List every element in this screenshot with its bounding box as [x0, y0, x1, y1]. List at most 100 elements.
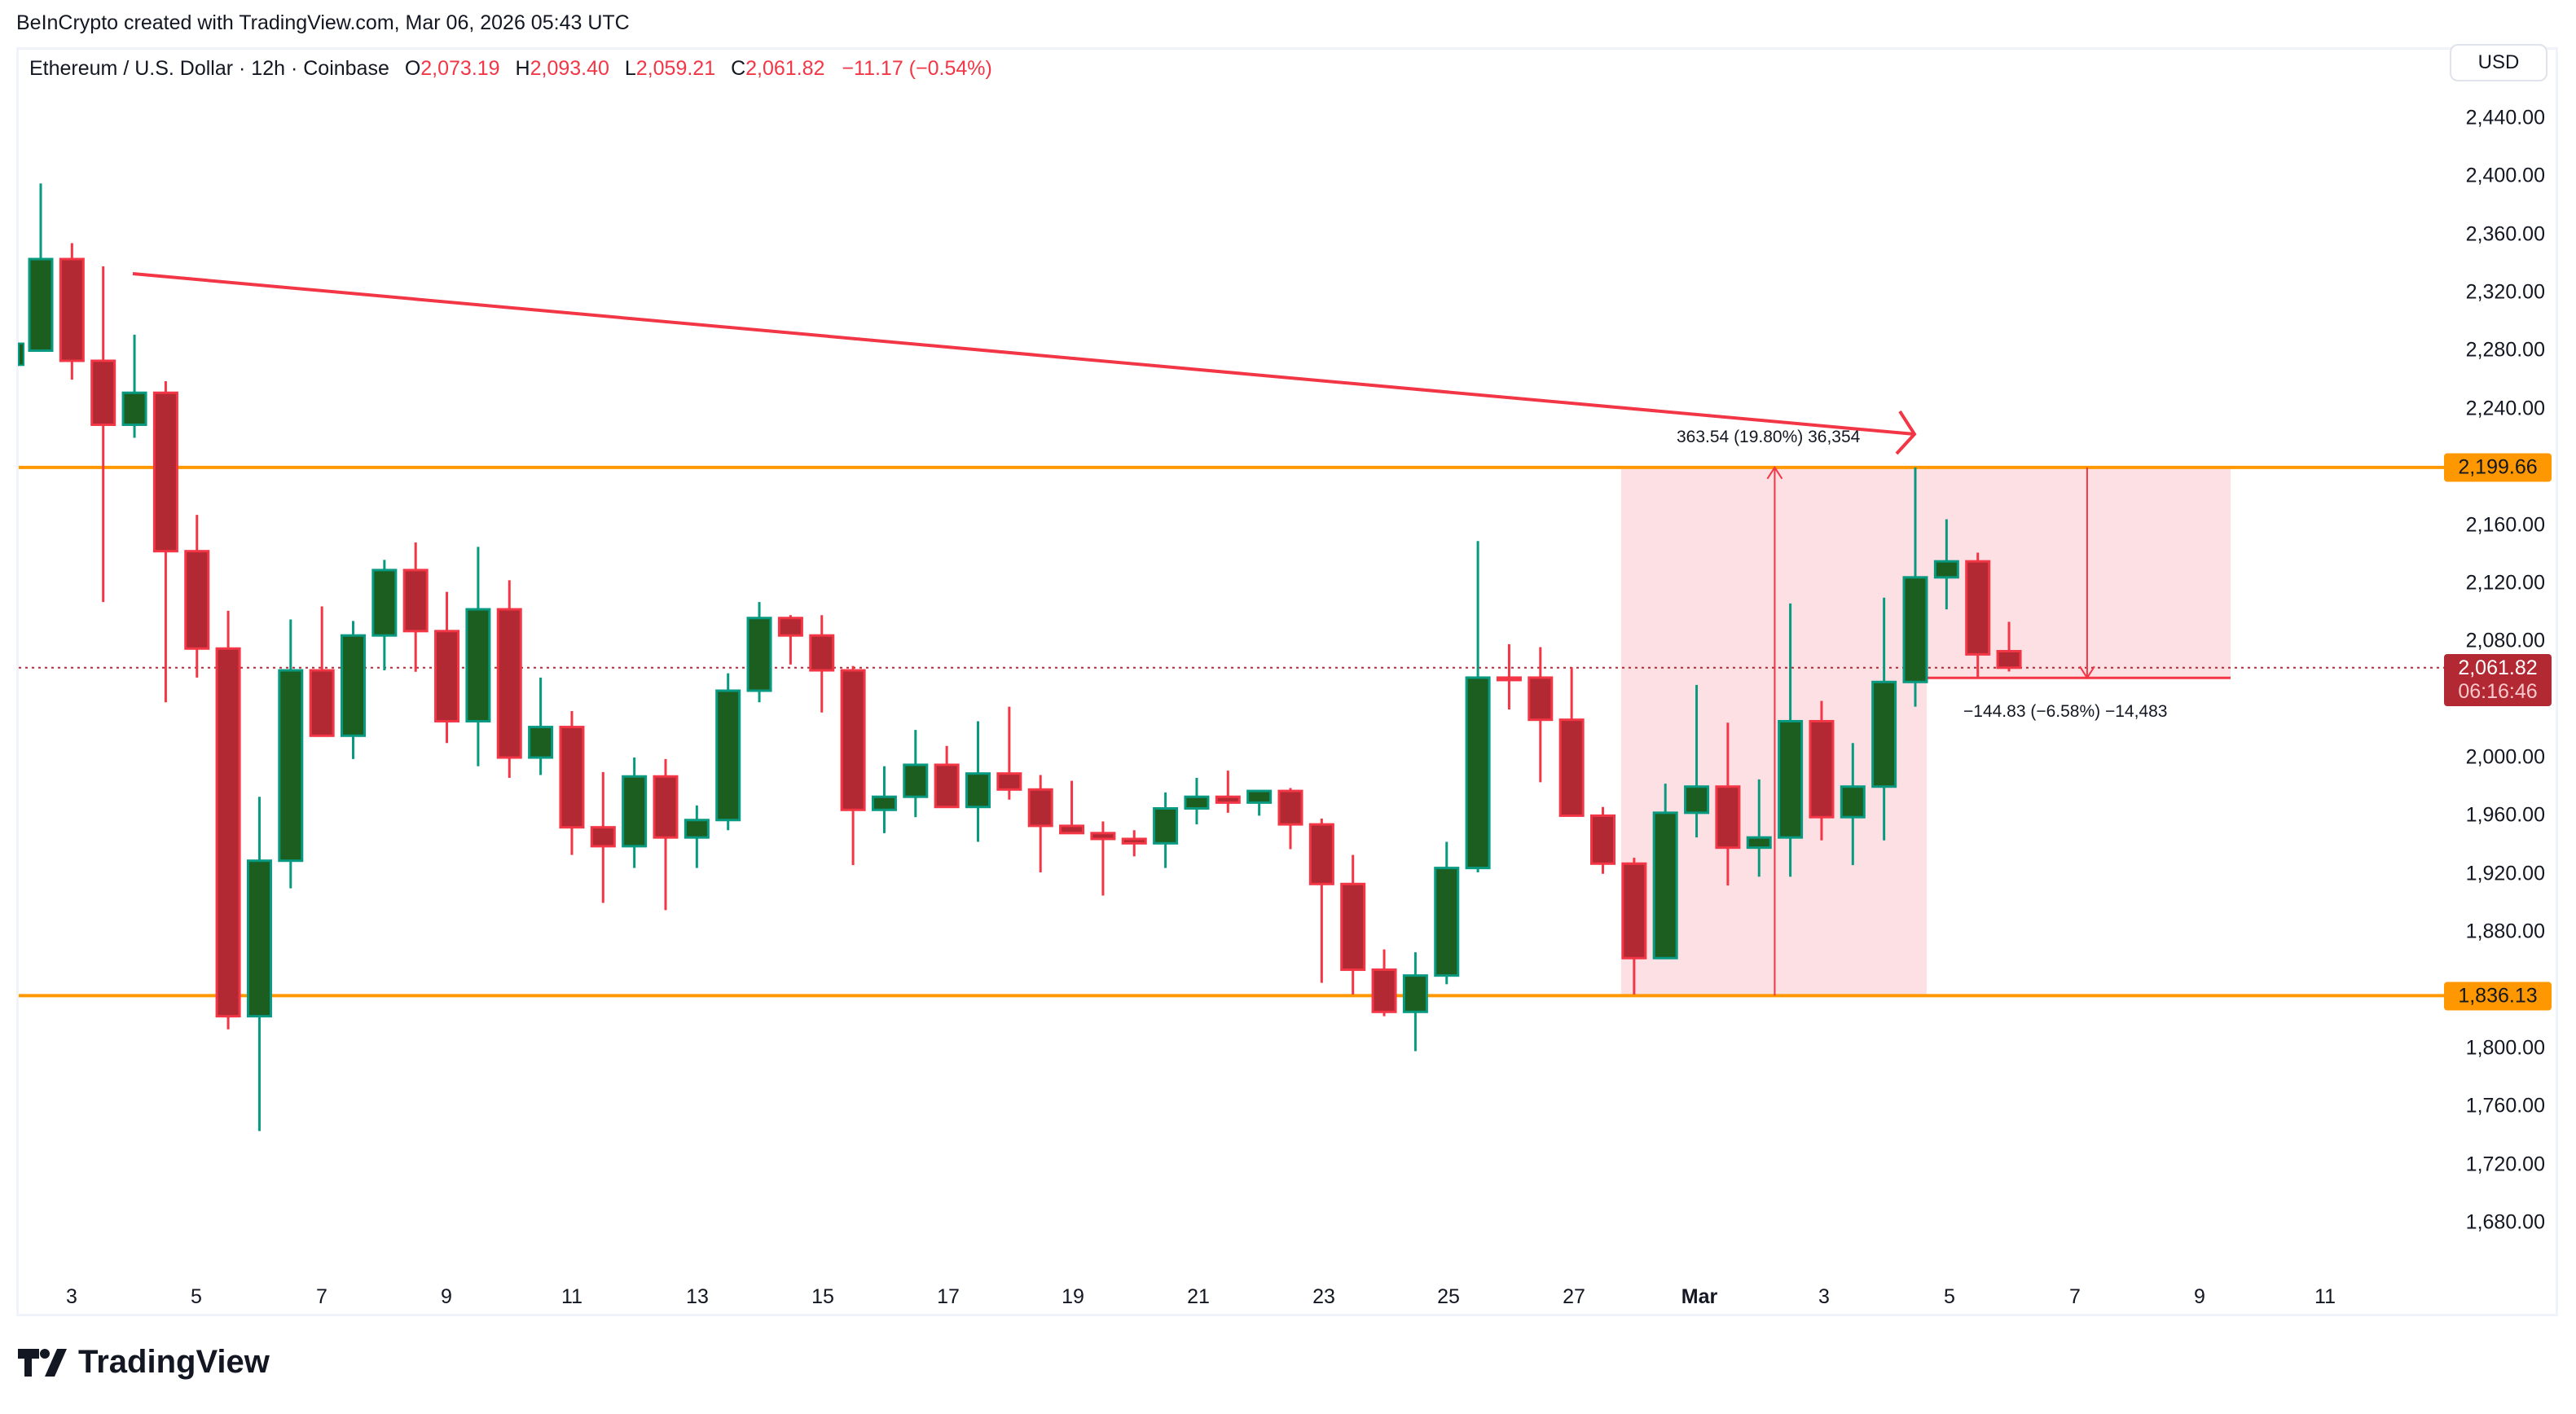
- price-tick-label: 2,000.00: [2465, 745, 2545, 769]
- price-tick-label: 1,800.00: [2465, 1036, 2545, 1060]
- time-tick-label: 25: [1437, 1285, 1460, 1308]
- bullish-candle: [1902, 576, 1928, 683]
- bullish-candle: [1684, 785, 1710, 815]
- time-tick-label: 13: [686, 1285, 709, 1308]
- bearish-candle: [1027, 788, 1053, 828]
- bearish-candle: [590, 826, 616, 848]
- price-tick-label: 1,680.00: [2465, 1210, 2545, 1234]
- bullish-candle: [871, 795, 897, 811]
- bearish-candle: [996, 772, 1022, 791]
- bullish-candle: [465, 608, 491, 722]
- bearish-candle: [1215, 795, 1241, 804]
- bearish-candle: [1715, 785, 1741, 850]
- price-tick-label: 1,880.00: [2465, 920, 2545, 943]
- time-tick-label: Mar: [1681, 1285, 1718, 1308]
- bullish-candle: [528, 726, 554, 759]
- bearish-candle: [152, 391, 178, 553]
- time-tick-label: 5: [1944, 1285, 1955, 1308]
- high-value: 2,093.40: [530, 57, 609, 80]
- bearish-candle: [1308, 823, 1334, 885]
- price-tick-label: 2,400.00: [2465, 164, 2545, 187]
- bullish-candle: [715, 689, 741, 822]
- tradingview-logo[interactable]: TradingView: [18, 1344, 270, 1381]
- price-tick-label: 1,960.00: [2465, 803, 2545, 827]
- bearish-candle: [90, 359, 116, 426]
- bearish-candle: [1621, 862, 1647, 960]
- symbol-title: Ethereum / U.S. Dollar · 12h · Coinbase: [29, 57, 389, 80]
- bearish-candle: [1059, 824, 1085, 835]
- bearish-candle: [1590, 814, 1615, 865]
- bullish-candle: [1871, 680, 1897, 788]
- bearish-candle: [559, 726, 585, 829]
- bearish-candle: [1528, 676, 1554, 722]
- tradingview-logo-icon: [18, 1348, 67, 1377]
- time-tick-label: 21: [1187, 1285, 1210, 1308]
- price-tick-label: 2,320.00: [2465, 280, 2545, 304]
- bearish-candle: [1809, 719, 1835, 819]
- bearish-candle: [777, 617, 803, 637]
- bullish-candle: [278, 669, 304, 863]
- price-tick-label: 2,360.00: [2465, 222, 2545, 246]
- price-tick-label: 2,160.00: [2465, 513, 2545, 537]
- time-tick-label: 7: [2069, 1285, 2081, 1308]
- change-value: −11.17 (−0.54%): [842, 57, 992, 80]
- bearish-candle: [215, 647, 241, 1018]
- bullish-candle: [121, 391, 147, 426]
- last-price-tag: 2,061.82 06:16:46: [2444, 654, 2552, 706]
- bullish-candle: [903, 763, 929, 798]
- time-tick-label: 27: [1563, 1285, 1585, 1308]
- price-tick-label: 2,120.00: [2465, 571, 2545, 595]
- upper-measure-label: 363.54 (19.80%) 36,354: [1677, 428, 1861, 446]
- bullish-candle: [684, 819, 710, 839]
- bullish-candle: [1778, 719, 1804, 839]
- descending-trendline: [132, 272, 1915, 436]
- time-tick-label: 3: [66, 1285, 77, 1308]
- bullish-candle: [1746, 836, 1772, 850]
- bullish-candle: [371, 569, 398, 637]
- bullish-candle: [746, 617, 772, 692]
- bearish-candle: [496, 608, 522, 759]
- time-tick-label: 15: [811, 1285, 834, 1308]
- bearish-candle: [402, 569, 429, 633]
- bearish-candle: [1558, 718, 1585, 817]
- bullish-candle: [965, 772, 991, 809]
- bullish-candle: [1153, 807, 1179, 845]
- price-tick-label: 2,440.00: [2465, 106, 2545, 130]
- time-tick-label: 9: [2194, 1285, 2205, 1308]
- price-tick-label: 2,280.00: [2465, 338, 2545, 362]
- bearish-candle: [309, 669, 335, 737]
- time-tick-label: 19: [1062, 1285, 1084, 1308]
- trendline-arrowhead: [1895, 410, 1917, 455]
- currency-button[interactable]: USD: [2450, 44, 2547, 81]
- close-value: 2,061.82: [745, 57, 825, 80]
- lower-measure-label: −144.83 (−6.58%) −14,483: [1963, 702, 2168, 721]
- time-tick-label: 5: [191, 1285, 202, 1308]
- bullish-candle: [1402, 974, 1428, 1013]
- resistance-price-tag: 2,199.66: [2444, 453, 2552, 482]
- tradingview-logo-text: TradingView: [78, 1344, 270, 1380]
- bearish-candle: [1090, 832, 1116, 841]
- bullish-candle: [1434, 867, 1460, 977]
- bearish-candle: [1340, 882, 1366, 972]
- time-tick-label: 7: [316, 1285, 327, 1308]
- bearish-candle: [934, 763, 960, 809]
- time-tick-label: 11: [2314, 1285, 2336, 1308]
- time-tick-label: 11: [561, 1285, 582, 1308]
- bearish-candle: [59, 257, 85, 362]
- open-value: 2,073.19: [420, 57, 500, 80]
- time-tick-label: 3: [1818, 1285, 1830, 1308]
- price-tick-label: 2,240.00: [2465, 397, 2545, 420]
- bearish-candle: [434, 630, 460, 722]
- bullish-candle: [622, 775, 648, 848]
- price-tick-label: 1,760.00: [2465, 1094, 2545, 1118]
- upper-measure-arrowhead: [1766, 465, 1783, 480]
- bullish-candle: [246, 859, 272, 1018]
- bearish-candle: [1277, 789, 1303, 826]
- bullish-candle: [28, 257, 54, 352]
- bullish-candle: [1840, 785, 1866, 819]
- bullish-candle: [1184, 795, 1210, 810]
- bullish-candle: [1465, 676, 1491, 870]
- support-price-tag: 1,836.13: [2444, 981, 2552, 1011]
- bullish-candle: [341, 634, 366, 737]
